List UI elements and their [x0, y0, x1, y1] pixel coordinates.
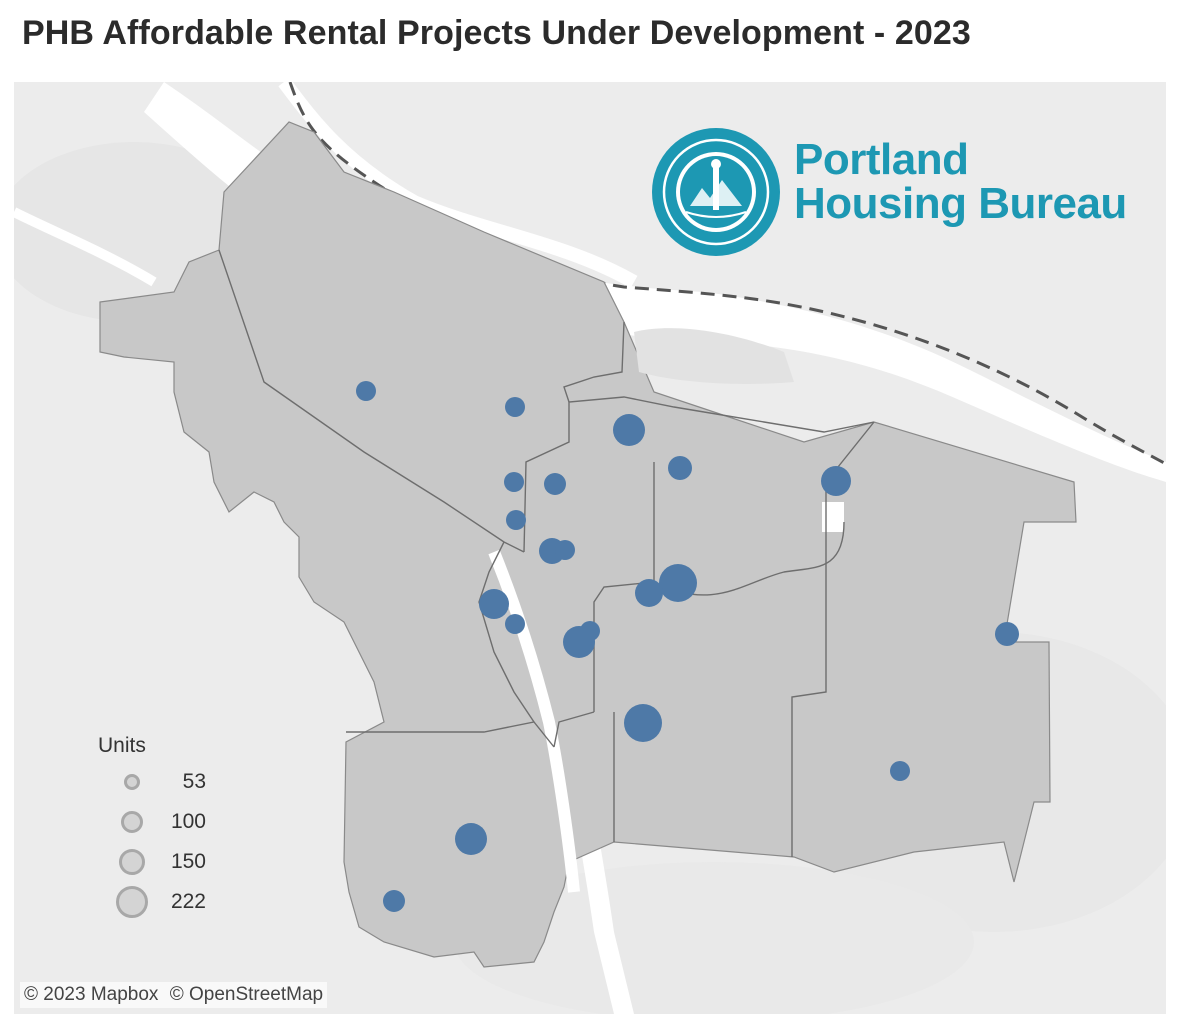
slough-area: [634, 328, 794, 384]
state-boundary: [288, 82, 1166, 466]
osm-attribution-link[interactable]: © OpenStreetMap: [169, 984, 324, 1005]
page-title: PHB Affordable Rental Projects Under Dev…: [22, 14, 971, 52]
project-marker[interactable]: [821, 466, 851, 496]
legend-rows: 53 100 150 222: [98, 762, 228, 922]
district-boundaries: [218, 249, 875, 857]
river-channel: [14, 207, 157, 287]
legend-value: 150: [170, 850, 206, 873]
project-markers[interactable]: [356, 381, 1019, 912]
legend-entry: 222: [98, 882, 228, 922]
mapbox-attribution-link[interactable]: © 2023 Mapbox: [24, 984, 159, 1005]
project-marker[interactable]: [506, 510, 526, 530]
terrain-shade: [454, 862, 974, 1014]
lake-cutout: [822, 502, 844, 532]
phb-logo: Portland Housing Bureau: [650, 126, 1150, 258]
map-canvas[interactable]: [14, 82, 1166, 1014]
project-marker[interactable]: [890, 761, 910, 781]
district-line: [478, 541, 535, 723]
district-line: [703, 411, 875, 433]
legend-title: Units: [98, 734, 146, 757]
map-view[interactable]: Portland Housing Bureau Units 53 100 150 22…: [14, 82, 1166, 1014]
legend-value: 100: [170, 810, 206, 833]
project-marker[interactable]: [455, 823, 487, 855]
project-marker[interactable]: [613, 414, 645, 446]
project-marker[interactable]: [563, 626, 595, 658]
project-marker[interactable]: [356, 381, 376, 401]
legend-size-circle: [119, 849, 145, 875]
district-line: [563, 321, 625, 403]
project-marker[interactable]: [555, 540, 575, 560]
project-marker[interactable]: [668, 456, 692, 480]
legend-value: 53: [182, 770, 206, 793]
district-line: [346, 721, 555, 748]
legend-entry: 100: [98, 802, 228, 842]
legend-entry: 150: [98, 842, 228, 882]
city-seal-icon: [652, 128, 780, 256]
project-marker[interactable]: [479, 589, 509, 619]
district-line: [218, 249, 525, 553]
project-marker[interactable]: [505, 614, 525, 634]
willamette-in-city: [488, 549, 580, 893]
size-legend: Units 53 100 150 222: [98, 734, 228, 922]
map-attribution: © 2023 Mapbox © OpenStreetMap: [20, 982, 328, 1008]
willamette-river: [314, 302, 634, 1014]
legend-size-circle: [124, 774, 140, 790]
logo-wordmark: Portland Housing Bureau: [794, 138, 1127, 226]
logo-line-1: Portland: [794, 135, 969, 184]
legend-size-circle: [116, 886, 148, 918]
district-line: [653, 521, 845, 596]
project-marker[interactable]: [995, 622, 1019, 646]
project-marker[interactable]: [624, 704, 662, 742]
district-line: [553, 711, 595, 748]
legend-size-circle: [121, 811, 143, 833]
legend-value: 222: [170, 890, 206, 913]
legend-entry: 53: [98, 762, 228, 802]
project-marker[interactable]: [659, 564, 697, 602]
project-marker[interactable]: [544, 473, 566, 495]
district-line: [791, 421, 875, 857]
project-marker[interactable]: [504, 472, 524, 492]
columbia-river: [144, 82, 1166, 482]
project-marker[interactable]: [635, 579, 663, 607]
logo-line-2: Housing Bureau: [794, 179, 1127, 228]
project-marker[interactable]: [383, 890, 405, 912]
project-marker[interactable]: [505, 397, 525, 417]
